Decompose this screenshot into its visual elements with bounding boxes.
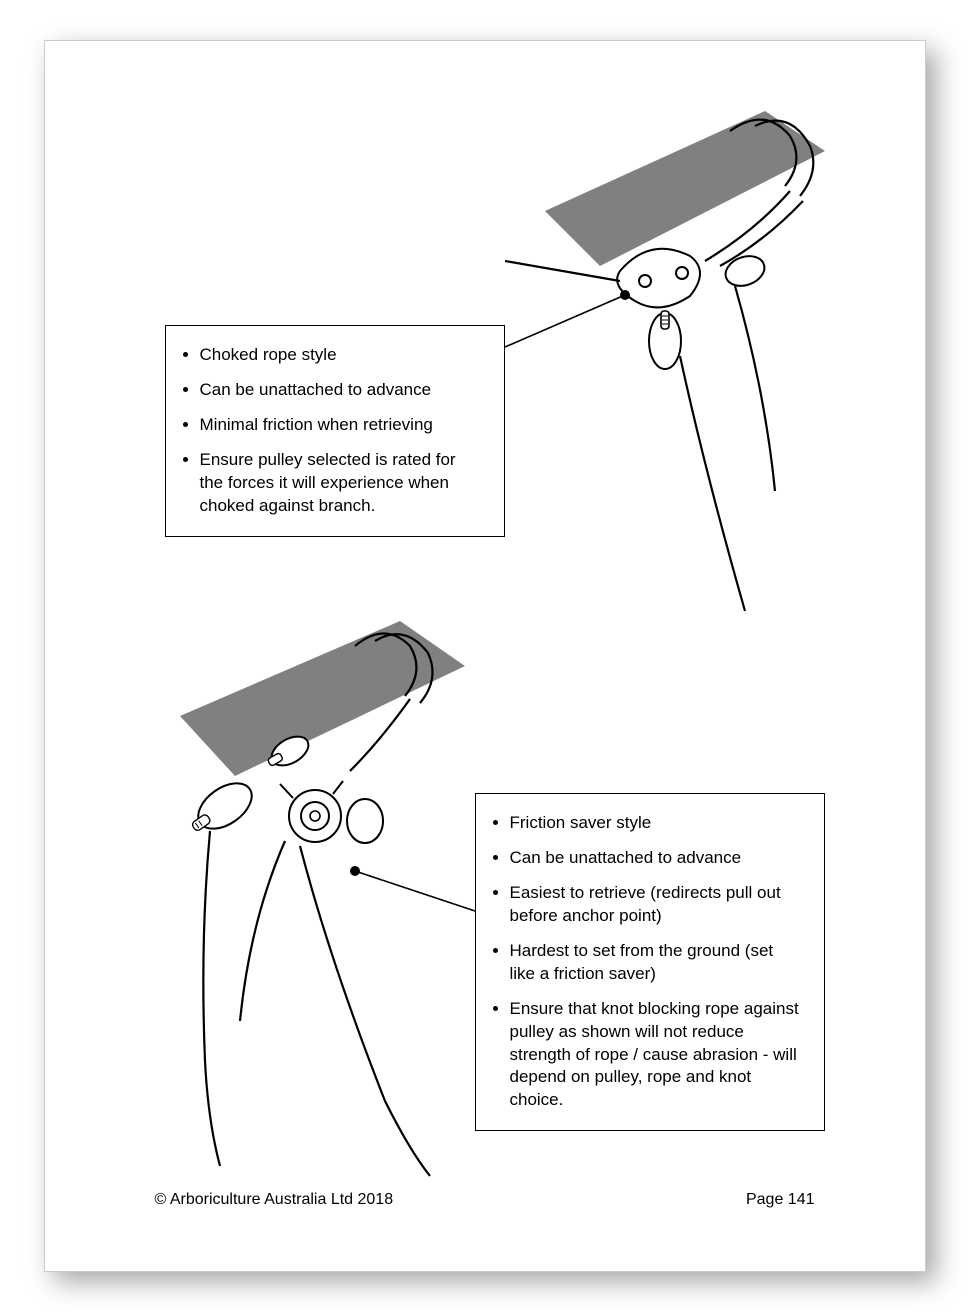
bullet: Friction saver style xyxy=(510,812,802,835)
bullet: Ensure that knot blocking rope against p… xyxy=(510,998,802,1113)
bullet: Minimal friction when retrieving xyxy=(200,414,482,437)
page-number: Page 141 xyxy=(746,1191,815,1209)
callout-list-top: Choked rope style Can be unattached to a… xyxy=(176,344,482,518)
document-page: Choked rope style Can be unattached to a… xyxy=(44,40,926,1272)
callout-box-top: Choked rope style Can be unattached to a… xyxy=(165,325,505,537)
bullet: Choked rope style xyxy=(200,344,482,367)
bullet: Can be unattached to advance xyxy=(510,847,802,870)
callout-list-bottom: Friction saver style Can be unattached t… xyxy=(486,812,802,1112)
bullet: Hardest to set from the ground (set like… xyxy=(510,940,802,986)
top-illustration xyxy=(505,111,865,631)
bullet: Ensure pulley selected is rated for the … xyxy=(200,449,482,518)
copyright-text: © Arboriculture Australia Ltd 2018 xyxy=(155,1191,394,1209)
bottom-illustration xyxy=(150,621,490,1181)
callout-box-bottom: Friction saver style Can be unattached t… xyxy=(475,793,825,1131)
bullet: Easiest to retrieve (redirects pull out … xyxy=(510,882,802,928)
page-footer: © Arboriculture Australia Ltd 2018 Page … xyxy=(45,1191,925,1209)
bullet: Can be unattached to advance xyxy=(200,379,482,402)
